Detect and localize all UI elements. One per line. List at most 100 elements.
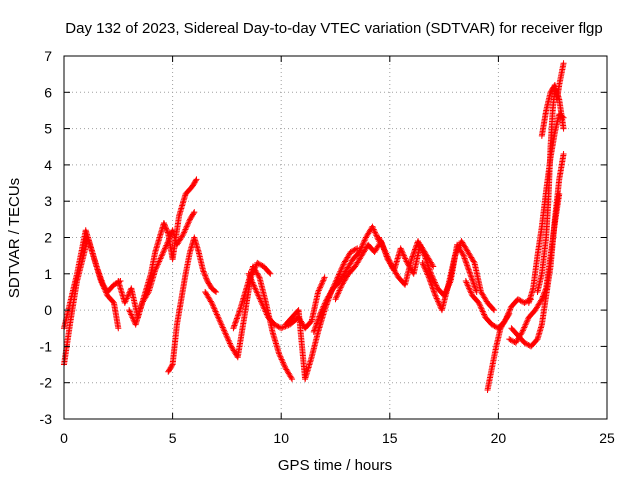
data-point <box>203 275 210 282</box>
data-point <box>430 275 437 282</box>
data-point <box>538 296 545 303</box>
data-point <box>258 262 265 269</box>
data-point <box>475 299 482 306</box>
data-point <box>453 249 460 256</box>
data-point <box>416 241 423 248</box>
data-point <box>335 290 342 297</box>
data-point <box>408 256 415 263</box>
data-point <box>333 294 340 301</box>
data-point <box>435 298 442 305</box>
data-point <box>490 322 497 329</box>
data-point <box>179 232 186 239</box>
data-point <box>209 301 216 308</box>
axis-ticks: 0 5 10 15 20 25 -3 -2 -1 0 1 2 3 4 5 6 7 <box>40 48 615 446</box>
data-point <box>524 317 531 324</box>
data-point <box>319 280 326 287</box>
data-point <box>235 309 242 316</box>
data-point <box>317 283 324 290</box>
data-point <box>419 248 426 255</box>
data-point <box>217 320 224 327</box>
data-point <box>277 353 284 360</box>
x-tick-label: 25 <box>599 430 615 446</box>
data-point <box>421 264 428 271</box>
data-point <box>314 319 321 326</box>
data-point <box>97 278 104 285</box>
data-point <box>421 252 428 259</box>
data-point <box>316 286 323 293</box>
data-point <box>223 331 230 338</box>
data-point <box>359 241 366 248</box>
data-point <box>522 299 529 306</box>
data-point <box>253 288 260 295</box>
data-point <box>124 294 131 301</box>
data-point <box>211 305 218 312</box>
data-point <box>207 298 214 305</box>
series-sat-c <box>115 176 200 321</box>
data-point <box>338 265 345 272</box>
data-point <box>279 359 286 366</box>
data-point <box>190 210 197 217</box>
data-point <box>209 302 216 309</box>
data-point <box>223 333 230 340</box>
data-point <box>217 318 224 325</box>
data-point <box>423 270 430 277</box>
data-point <box>230 325 237 332</box>
data-point <box>233 315 240 322</box>
data-point <box>337 267 344 274</box>
data-point <box>257 296 264 303</box>
data-point <box>454 246 461 253</box>
data-point <box>451 252 458 259</box>
data-point <box>202 273 209 280</box>
grid-lines <box>64 56 607 419</box>
data-point <box>280 360 287 367</box>
data-point <box>339 264 346 271</box>
data-point <box>236 308 243 315</box>
data-point <box>361 237 368 244</box>
data-point <box>311 326 318 333</box>
data-point <box>427 280 434 287</box>
data-point <box>428 282 435 289</box>
data-point <box>182 226 189 233</box>
data-point <box>387 260 394 267</box>
data-point <box>455 243 462 250</box>
data-point <box>168 362 175 369</box>
data-point <box>310 328 317 335</box>
data-point <box>276 352 283 359</box>
data-point <box>279 324 286 331</box>
data-point <box>386 257 393 264</box>
data-point <box>463 259 470 266</box>
data-point <box>127 310 134 317</box>
data-point <box>434 296 441 303</box>
data-point <box>429 284 436 291</box>
data-point <box>247 275 254 282</box>
data-point <box>350 247 357 254</box>
data-point <box>523 320 530 327</box>
data-point <box>201 271 208 278</box>
data-point <box>466 269 473 276</box>
data-point <box>255 260 262 267</box>
data-point <box>275 323 282 330</box>
y-tick-label: 0 <box>44 302 52 318</box>
data-point <box>208 299 215 306</box>
data-point <box>312 323 319 330</box>
data-point <box>358 244 365 251</box>
data-point <box>161 221 168 228</box>
data-point <box>154 262 161 269</box>
data-point <box>347 249 354 256</box>
data-point <box>517 297 524 304</box>
data-point <box>376 235 383 242</box>
data-point <box>128 312 135 319</box>
data-point <box>321 274 328 281</box>
data-point <box>193 176 200 183</box>
data-point <box>226 339 233 346</box>
data-point <box>351 246 358 253</box>
data-point <box>410 250 417 257</box>
data-point <box>478 305 485 312</box>
data-point <box>213 310 220 317</box>
data-point <box>339 262 346 269</box>
data-point <box>219 323 226 330</box>
data-point <box>398 248 405 255</box>
data-point <box>521 339 528 346</box>
data-point <box>156 258 163 265</box>
data-point <box>192 177 199 184</box>
